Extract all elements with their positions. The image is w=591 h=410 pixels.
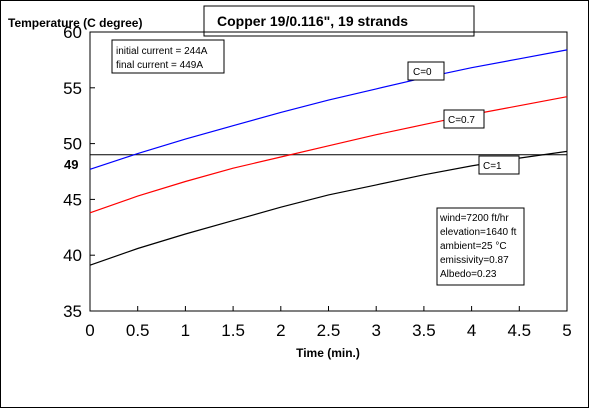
note-final-current: final current = 449A <box>116 60 203 71</box>
series-label-c0: C=0 <box>413 67 432 78</box>
title-box <box>203 5 475 37</box>
x-tick-label: 5 <box>562 321 571 340</box>
y-tick-label: 35 <box>63 302 82 321</box>
x-tick-label: 4 <box>467 321 476 340</box>
x-tick-label: 0.5 <box>126 321 150 340</box>
x-axis-label: Time (min.) <box>296 346 360 360</box>
label-box-c1 <box>478 155 520 175</box>
x-tick-label: 1.5 <box>221 321 245 340</box>
series-line-0 <box>89 49 568 170</box>
x-axis: 0 0.5 1 1.5 2 2.5 3 3.5 4 4.5 5 <box>85 306 572 340</box>
series-label-c07: C=0.7 <box>448 115 475 126</box>
reference-line-label: 49 <box>64 157 78 172</box>
y-tick-label: 40 <box>63 246 82 265</box>
note-wind: wind=7200 ft/hr <box>439 213 509 224</box>
note-albedo: Albedo=0.23 <box>440 269 497 280</box>
y-tick-label: 60 <box>63 23 82 42</box>
note-elevation: elevation=1640 ft <box>440 227 517 238</box>
chart-title: Copper 19/0.116", 19 strands <box>217 13 408 29</box>
x-tick-label: 4.5 <box>507 321 531 340</box>
note-ambient: ambient=25 °C <box>440 241 507 252</box>
x-tick-label: 3 <box>371 321 380 340</box>
x-tick-label: 2 <box>276 321 285 340</box>
x-tick-label: 0 <box>85 321 94 340</box>
note-emissivity: emissivity=0.87 <box>440 255 509 266</box>
label-box-c07 <box>443 109 485 129</box>
x-tick-label: 1 <box>181 321 190 340</box>
series-line-1 <box>89 96 568 214</box>
conditions-notes-box <box>436 207 525 286</box>
y-tick-label: 50 <box>63 135 82 154</box>
x-tick-label: 3.5 <box>412 321 436 340</box>
current-notes-box <box>111 39 225 74</box>
y-axis: 35 40 45 50 55 60 <box>63 23 95 321</box>
x-tick-label: 2.5 <box>317 321 341 340</box>
y-tick-label: 45 <box>63 190 82 209</box>
y-tick-label: 55 <box>63 79 82 98</box>
label-box-c0 <box>407 61 445 81</box>
y-axis-label: Temperature (C degree) <box>8 16 142 30</box>
note-initial-current: initial current = 244A <box>116 46 208 57</box>
series-label-c1: C=1 <box>483 161 502 172</box>
